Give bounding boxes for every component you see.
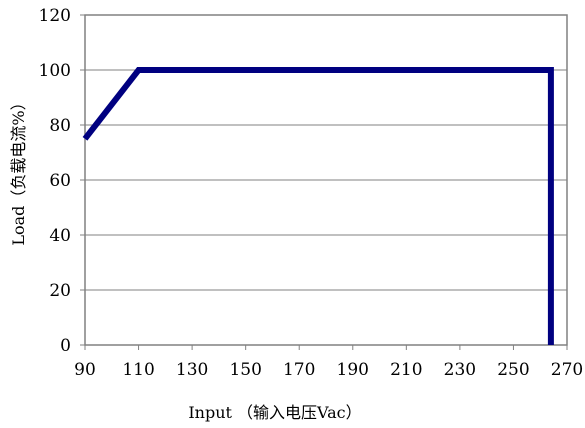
x-tick-label: 190 — [337, 360, 369, 380]
y-tick-label: 100 — [39, 61, 71, 81]
x-tick-label: 90 — [74, 360, 96, 380]
series-line — [82, 67, 554, 345]
y-tick-label: 120 — [39, 6, 71, 26]
x-tick-label: 110 — [122, 360, 154, 380]
gridlines — [85, 69, 567, 291]
x-tick-label: 230 — [444, 360, 476, 380]
x-tick-label: 170 — [283, 360, 315, 380]
y-tick-labels: 0 20 40 60 80 100 120 — [39, 6, 85, 356]
y-tick-label: 20 — [49, 281, 71, 301]
x-tick-label: 130 — [176, 360, 208, 380]
y-tick-label: 60 — [49, 171, 71, 191]
x-tick-labels: 90 110 130 150 170 190 210 230 250 270 — [74, 345, 583, 380]
y-tick-label: 40 — [49, 226, 71, 246]
series-group — [82, 67, 554, 345]
y-tick-label: 0 — [60, 336, 71, 356]
x-tick-label: 270 — [551, 360, 583, 380]
x-axis-title: Input （输入电压Vac） — [188, 403, 361, 422]
x-tick-label: 210 — [390, 360, 422, 380]
x-tick-label: 150 — [229, 360, 261, 380]
x-tick-label: 250 — [497, 360, 529, 380]
y-axis-title: Load（负载电流%） — [9, 94, 28, 245]
y-tick-label: 80 — [49, 116, 71, 136]
